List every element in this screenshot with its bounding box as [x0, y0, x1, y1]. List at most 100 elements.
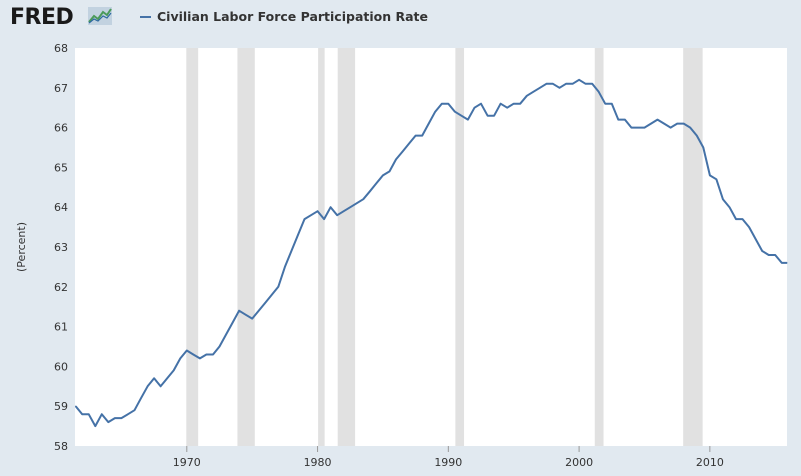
- data-point: [513, 103, 515, 105]
- data-point: [624, 119, 626, 121]
- legend-swatch: [140, 15, 151, 18]
- data-point: [500, 103, 502, 105]
- data-point: [454, 111, 456, 113]
- data-point: [441, 103, 443, 105]
- data-point: [186, 349, 188, 352]
- data-point: [303, 218, 306, 220]
- x-tick-label: 2000: [565, 456, 593, 469]
- data-point: [467, 119, 469, 121]
- data-point: [114, 417, 116, 419]
- data-point: [330, 206, 332, 208]
- data-point: [650, 123, 652, 125]
- data-point: [598, 91, 600, 93]
- series-line-0[interactable]: [74, 78, 787, 428]
- x-tick-label: 2010: [696, 456, 724, 469]
- data-point: [689, 127, 691, 129]
- data-point: [297, 234, 299, 236]
- data-point: [786, 262, 788, 264]
- data-point: [558, 87, 561, 89]
- data-point: [545, 83, 547, 85]
- data-point: [748, 226, 750, 228]
- data-point: [709, 174, 711, 176]
- recession-band-2: [318, 48, 325, 446]
- data-point: [722, 198, 724, 200]
- data-point: [101, 413, 103, 415]
- y-axis-title: (Percent): [15, 222, 28, 272]
- x-tick-label: 1970: [173, 456, 201, 469]
- data-point: [473, 107, 476, 109]
- recession-band-5: [594, 48, 604, 446]
- data-point: [251, 318, 253, 320]
- data-point: [571, 83, 574, 85]
- data-point: [284, 266, 286, 268]
- data-point: [258, 310, 260, 312]
- data-point: [362, 198, 364, 200]
- data-point: [768, 254, 770, 256]
- data-point: [683, 123, 685, 125]
- data-point: [94, 425, 96, 427]
- y-tick-label: 58: [54, 440, 68, 453]
- data-point: [81, 413, 83, 415]
- data-point: [585, 83, 587, 85]
- data-point: [781, 262, 783, 264]
- data-point: [199, 357, 201, 360]
- data-point: [670, 127, 672, 129]
- data-point: [663, 123, 665, 125]
- x-tick-label: 1980: [304, 456, 332, 469]
- data-point: [552, 83, 554, 85]
- data-point: [447, 103, 449, 105]
- data-point: [630, 127, 632, 129]
- data-point: [153, 377, 155, 379]
- data-point: [761, 250, 763, 252]
- recession-bands: [186, 48, 703, 446]
- y-tick-label: 64: [54, 201, 68, 214]
- y-tick-label: 60: [54, 360, 68, 373]
- y-tick-label: 65: [54, 161, 68, 174]
- data-point: [192, 353, 194, 356]
- x-tick-label: 1990: [434, 456, 462, 469]
- x-axis: 1970 1980 1990 2000 2010: [173, 446, 724, 469]
- data-point: [245, 314, 247, 316]
- data-point: [310, 214, 312, 216]
- data-point: [532, 91, 534, 93]
- y-tick-label: 62: [54, 281, 68, 294]
- data-point: [506, 107, 508, 109]
- data-point: [75, 405, 77, 407]
- data-point: [277, 286, 279, 288]
- line-chart-icon: [88, 7, 112, 25]
- data-point: [676, 123, 678, 125]
- data-point: [166, 377, 168, 379]
- data-point: [382, 174, 384, 176]
- data-point: [369, 190, 371, 192]
- data-point: [696, 134, 698, 137]
- series-layer: [74, 78, 788, 428]
- legend[interactable]: Civilian Labor Force Participation Rate: [140, 9, 428, 24]
- data-point: [604, 103, 606, 105]
- data-point: [120, 417, 123, 419]
- data-point: [290, 250, 293, 252]
- recession-band-3: [337, 48, 356, 446]
- data-point: [493, 115, 495, 117]
- data-point: [774, 254, 776, 256]
- data-point: [218, 345, 221, 348]
- y-axis: 58 59 60 61 62 63 64 65 66 67 68: [54, 42, 68, 453]
- data-point: [702, 146, 704, 149]
- data-point: [160, 385, 162, 387]
- data-point: [179, 357, 181, 360]
- data-point: [264, 302, 266, 304]
- data-point: [356, 202, 358, 204]
- plot-area: [75, 48, 787, 446]
- data-point: [565, 83, 567, 85]
- data-point: [271, 294, 273, 296]
- data-point: [486, 115, 489, 117]
- y-tick-label: 67: [54, 82, 68, 95]
- data-point: [107, 421, 109, 423]
- chart-header: FRED Civilian Labor Force Participation …: [0, 0, 801, 36]
- data-point: [133, 409, 136, 411]
- data-point: [415, 134, 417, 137]
- y-tick-label: 63: [54, 241, 68, 254]
- recession-band-0: [186, 48, 199, 446]
- data-point: [349, 206, 351, 208]
- data-point: [395, 158, 397, 161]
